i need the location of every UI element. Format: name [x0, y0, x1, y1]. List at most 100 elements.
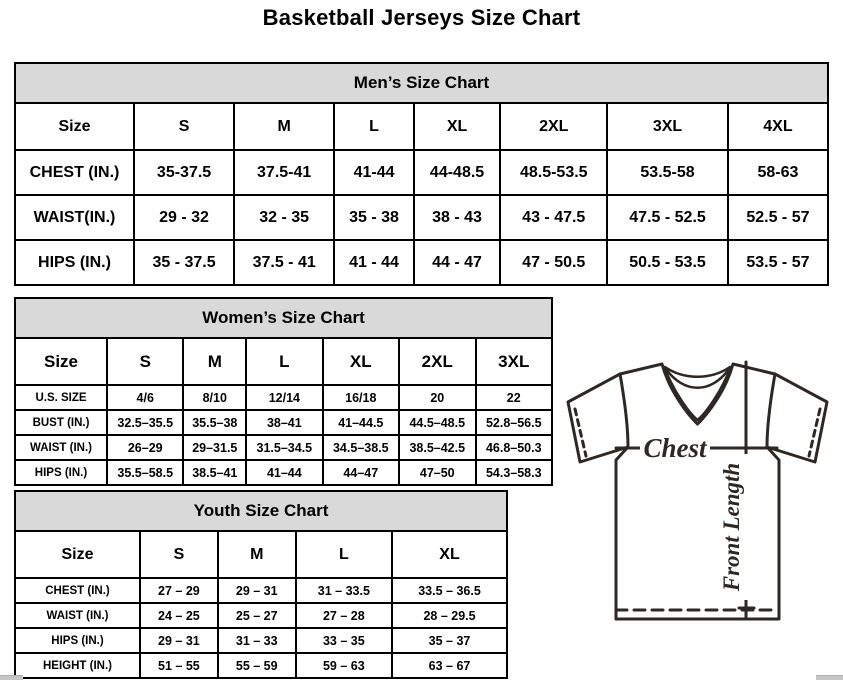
cropped-element-fragment-right	[816, 675, 843, 680]
left-cuff-dashed-line	[573, 407, 588, 458]
row-label-cell: WAIST (IN.)	[14, 602, 141, 629]
jersey-measurement-diagram: Chest Front Length	[566, 360, 829, 621]
size-header-cell: S	[132, 102, 236, 151]
value-cell: 24 – 25	[139, 602, 219, 629]
value-cell: 47.5 - 52.5	[606, 194, 729, 241]
value-cell: 16/18	[321, 384, 401, 411]
front-length-label: Front Length	[719, 463, 744, 592]
collar-rib-outer	[663, 365, 732, 378]
value-cell: 37.5-41	[233, 149, 336, 196]
value-cell: 31 – 33	[216, 627, 297, 654]
size-header-cell: S	[105, 337, 185, 386]
jersey-outline-shape	[566, 362, 829, 621]
row-label-cell: CHEST (IN.)	[14, 577, 141, 604]
front-length-label-backer	[726, 454, 752, 600]
row-label-cell: WAIST(IN.)	[14, 194, 135, 241]
page-title: Basketball Jerseys Size Chart	[262, 5, 581, 30]
row-label-cell: HIPS (IN.)	[14, 239, 135, 286]
size-header-cell: S	[139, 530, 219, 579]
collar-rib-middle	[664, 367, 731, 389]
value-cell: 47–50	[398, 459, 477, 486]
row-label-cell: WAIST (IN.)	[14, 434, 108, 461]
right-sleeve-seam	[765, 372, 777, 449]
value-cell: 46.8–50.3	[474, 434, 553, 461]
value-cell: 29 – 31	[139, 627, 219, 654]
size-header-cell: Size	[14, 337, 108, 386]
size-header-cell: Size	[14, 530, 141, 579]
size-header-cell: XL	[321, 337, 401, 386]
value-cell: 29–31.5	[182, 434, 248, 461]
value-cell: 59 – 63	[294, 652, 394, 679]
collar-inner-v	[663, 367, 732, 422]
value-cell: 32 - 35	[233, 194, 336, 241]
value-cell: 38–41	[245, 409, 324, 436]
size-header-cell: L	[245, 337, 324, 386]
value-cell: 44 - 47	[412, 239, 502, 286]
size-header-cell: L	[294, 530, 394, 579]
left-sleeve-seam	[618, 372, 630, 449]
size-header-cell: 2XL	[499, 102, 609, 151]
row-label-cell: HIPS (IN.)	[14, 627, 141, 654]
value-cell: 53.5 - 57	[726, 239, 830, 286]
value-cell: 31.5–34.5	[245, 434, 324, 461]
value-cell: 35 – 37	[391, 627, 508, 654]
table-title: Women’s Size Chart	[14, 297, 553, 339]
value-cell: 38 - 43	[412, 194, 502, 241]
womens-size-table: Women’s Size Chart Size S M L XL 2XL 3XL U.S. SI…	[14, 297, 553, 486]
size-header-cell: M	[216, 530, 297, 579]
row-label-cell: BUST (IN.)	[14, 409, 108, 436]
value-cell: 63 – 67	[391, 652, 508, 679]
size-header-cell: XL	[391, 530, 508, 579]
value-cell: 50.5 - 53.5	[606, 239, 729, 286]
value-cell: 44–47	[321, 459, 401, 486]
value-cell: 4/6	[105, 384, 185, 411]
value-cell: 29 - 32	[132, 194, 236, 241]
table-title: Men’s Size Chart	[14, 62, 829, 104]
size-header-cell: Size	[14, 102, 135, 151]
size-header-cell: M	[182, 337, 248, 386]
value-cell: 55 – 59	[216, 652, 297, 679]
value-cell: 41-44	[333, 149, 415, 196]
right-cuff-dashed-line	[807, 407, 822, 458]
value-cell: 28 – 29.5	[391, 602, 508, 629]
value-cell: 41–44.5	[321, 409, 401, 436]
value-cell: 35.5–38	[182, 409, 248, 436]
value-cell: 38.5–42.5	[398, 434, 477, 461]
value-cell: 35.5–58.5	[105, 459, 185, 486]
value-cell: 35-37.5	[132, 149, 236, 196]
size-header-cell: 4XL	[726, 102, 830, 151]
size-header-cell: 3XL	[606, 102, 729, 151]
chest-label: Chest	[643, 433, 708, 463]
size-header-cell: 3XL	[474, 337, 553, 386]
size-header-cell: XL	[412, 102, 502, 151]
cropped-element-fragment-left	[0, 675, 23, 680]
size-header-cell: L	[333, 102, 415, 151]
value-cell: 41–44	[245, 459, 324, 486]
value-cell: 38.5–41	[182, 459, 248, 486]
value-cell: 54.3–58.3	[474, 459, 553, 486]
size-header-cell: 2XL	[398, 337, 477, 386]
value-cell: 41 - 44	[333, 239, 415, 286]
value-cell: 51 – 55	[139, 652, 219, 679]
value-cell: 48.5-53.5	[499, 149, 609, 196]
value-cell: 33 – 35	[294, 627, 394, 654]
value-cell: 32.5–35.5	[105, 409, 185, 436]
value-cell: 8/10	[182, 384, 248, 411]
table-title: Youth Size Chart	[14, 490, 508, 532]
value-cell: 47 - 50.5	[499, 239, 609, 286]
value-cell: 34.5–38.5	[321, 434, 401, 461]
row-label-cell: CHEST (IN.)	[14, 149, 135, 196]
value-cell: 37.5 - 41	[233, 239, 336, 286]
value-cell: 26–29	[105, 434, 185, 461]
value-cell: 12/14	[245, 384, 324, 411]
value-cell: 58-63	[726, 149, 830, 196]
value-cell: 31 – 33.5	[294, 577, 394, 604]
chest-label-backer	[640, 432, 710, 462]
value-cell: 29 – 31	[216, 577, 297, 604]
row-label-cell: HIPS (IN.)	[14, 459, 108, 486]
value-cell: 52.5 - 57	[726, 194, 830, 241]
size-header-cell: M	[233, 102, 336, 151]
value-cell: 44-48.5	[412, 149, 502, 196]
value-cell: 43 - 47.5	[499, 194, 609, 241]
value-cell: 33.5 – 36.5	[391, 577, 508, 604]
